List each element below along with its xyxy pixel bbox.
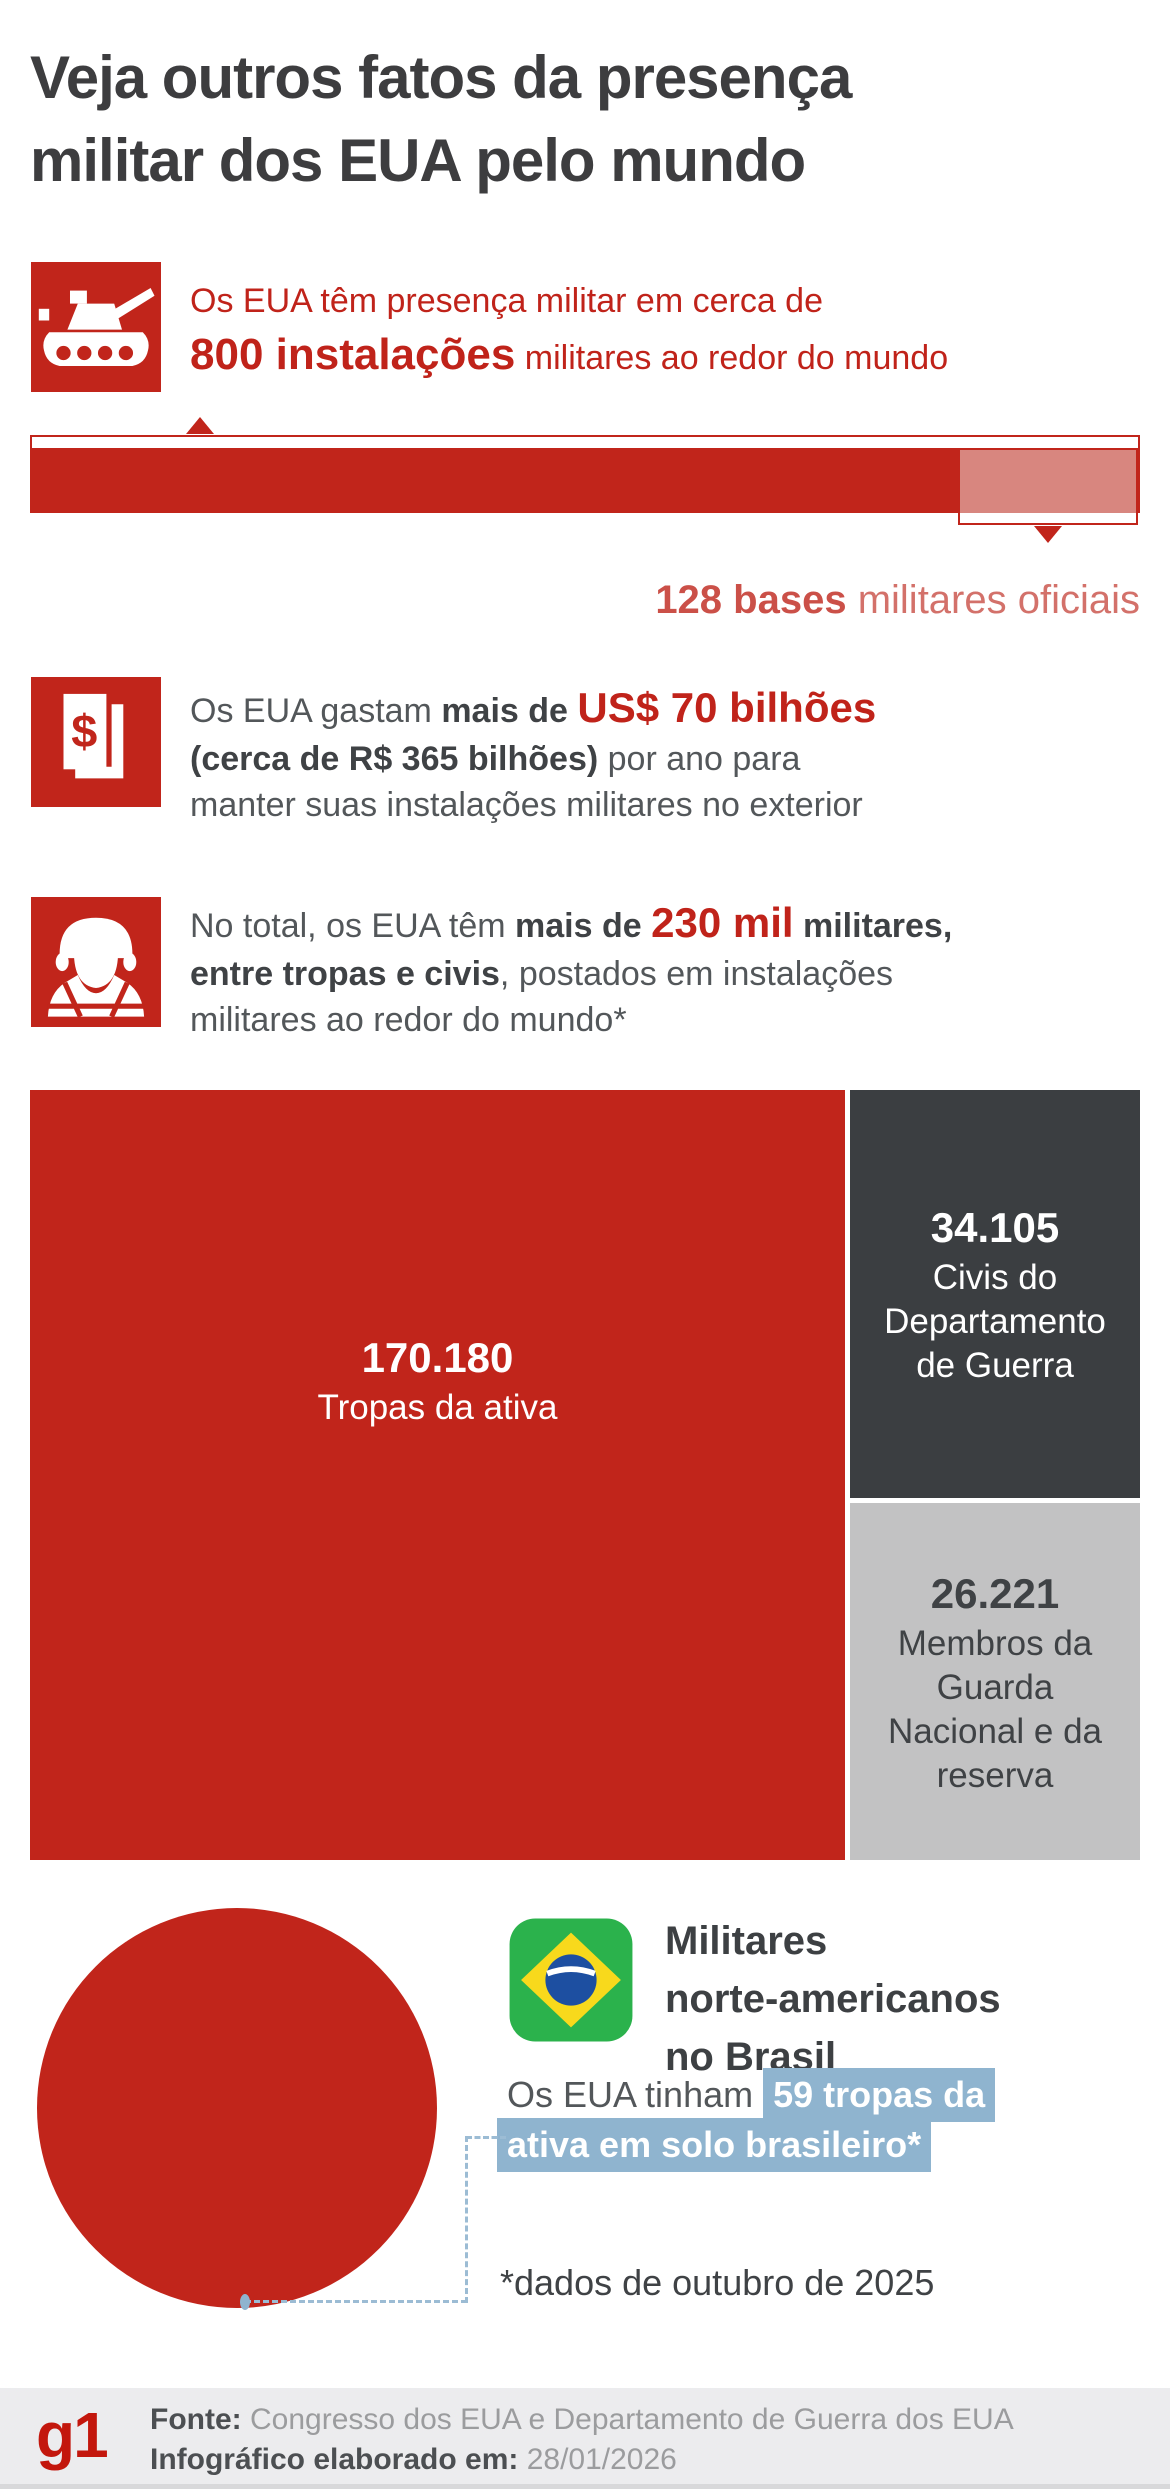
date-value: 28/01/2026	[526, 2443, 677, 2476]
active-troops-value: 170.180	[361, 1334, 514, 1381]
connector-stub-dash	[466, 2136, 506, 2139]
personnel-count: 230 mil	[651, 899, 794, 946]
money-icon-tile: $	[31, 677, 161, 807]
personnel-bold1: mais de	[515, 907, 652, 945]
fact-personnel: No total, os EUA têm mais de 230 mil mil…	[190, 898, 952, 1043]
personnel-line2-rest: , postados em instalações	[499, 955, 894, 993]
connector-vertical-dash	[465, 2136, 468, 2303]
soldier-icon	[47, 917, 145, 1018]
official-bases-label: 128 bases militares oficiais	[655, 578, 1140, 623]
svg-text:$: $	[71, 705, 97, 757]
source-label: Fonte:	[150, 2403, 250, 2436]
installations-count: 800 instalações	[190, 330, 516, 379]
brazil-troops-circle	[37, 1908, 437, 2308]
personnel-pre: No total, os EUA têm	[190, 907, 516, 945]
soldier-icon-tile	[31, 897, 161, 1027]
official-bases-text: militares oficiais	[846, 578, 1140, 622]
civilians-value: 34.105	[930, 1204, 1060, 1251]
personnel-line2-bold: entre tropas e civis	[190, 955, 500, 993]
connector-dot	[240, 2294, 250, 2310]
official-bases-segment	[958, 448, 1138, 525]
fact-spending: Os EUA gastam mais de US$ 70 bilhões (ce…	[190, 683, 876, 828]
brazil-stat-highlight2: ativa em solo brasileiro*	[497, 2118, 932, 2172]
brazil-flag-icon	[507, 1916, 635, 2044]
bar-pointer-up	[186, 417, 214, 434]
brazil-section-title: Militares norte-americanos no Brasil	[665, 1912, 1001, 2086]
treemap-active-troops-block: 170.180 Tropas da ativa	[30, 1090, 845, 1860]
dollar-bill-icon: $	[63, 693, 124, 779]
spending-rest2: por ano para	[598, 740, 801, 778]
tank-icon-tile	[31, 262, 161, 392]
civilians-label: Civis do Departamento de Guerra	[884, 1258, 1106, 1385]
title-line-1: Veja outros fatos da presença	[30, 44, 852, 111]
spending-brl: (cerca de R$ 365 bilhões)	[190, 740, 599, 778]
page-title: Veja outros fatos da presença militar do…	[30, 36, 1150, 202]
active-troops-label: Tropas da ativa	[317, 1388, 558, 1427]
guard-label: Membros da Guarda Nacional e da reserva	[887, 1623, 1103, 1795]
connector-horizontal-dash	[245, 2300, 467, 2303]
treemap-civilians-block: 34.105 Civis do Departamento de Guerra	[850, 1090, 1140, 1498]
official-bases-segment-fill	[960, 450, 1136, 513]
brazil-stat-line1: Os EUA tinham 59 tropas da	[507, 2068, 996, 2122]
brazil-title-line2: norte-americanos	[665, 1977, 1001, 2021]
fact-installations: Os EUA têm presença militar em cerca de …	[190, 278, 948, 389]
date-label: Infográfico elaborado em:	[150, 2443, 527, 2476]
installations-bar-fill	[30, 448, 958, 513]
source-value: Congresso dos EUA e Departamento de Guer…	[249, 2403, 1014, 2436]
treemap-guard-block: 26.221 Membros da Guarda Nacional e da r…	[850, 1503, 1140, 1860]
spending-pre: Os EUA gastam	[190, 692, 442, 730]
bar-pointer-down	[1034, 526, 1062, 543]
tank-icon	[38, 288, 155, 366]
footer-band	[0, 2388, 1170, 2489]
footer-credits: Fonte: Congresso dos EUA e Departamento …	[150, 2400, 1014, 2480]
footer-source-line: Fonte: Congresso dos EUA e Departamento …	[150, 2400, 1014, 2440]
personnel-bold2: militares,	[793, 907, 953, 945]
personnel-line3: militares ao redor do mundo*	[190, 1001, 627, 1039]
brazil-stat-line2: ativa em solo brasileiro*	[497, 2118, 932, 2172]
brazil-stat-pre: Os EUA tinham	[507, 2074, 764, 2115]
official-bases-count: 128 bases	[655, 578, 847, 622]
guard-value: 26.221	[930, 1569, 1060, 1617]
footer-date-line: Infográfico elaborado em: 28/01/2026	[150, 2440, 1014, 2480]
fact-installations-line2: militares ao redor do mundo	[515, 339, 949, 377]
fact-installations-line1: Os EUA têm presença militar em cerca de	[190, 282, 824, 320]
g1-logo: g1	[36, 2399, 109, 2471]
brazil-title-line1: Militares	[665, 1919, 828, 1963]
spending-bold1: mais de	[441, 692, 578, 730]
brazil-stat-highlight1: 59 tropas da	[763, 2068, 996, 2122]
data-footnote: *dados de outubro de 2025	[500, 2262, 935, 2303]
spending-usd: US$ 70 bilhões	[577, 684, 877, 731]
spending-line3: manter suas instalações militares no ext…	[190, 786, 863, 824]
title-line-2: militar dos EUA pelo mundo	[30, 127, 806, 194]
